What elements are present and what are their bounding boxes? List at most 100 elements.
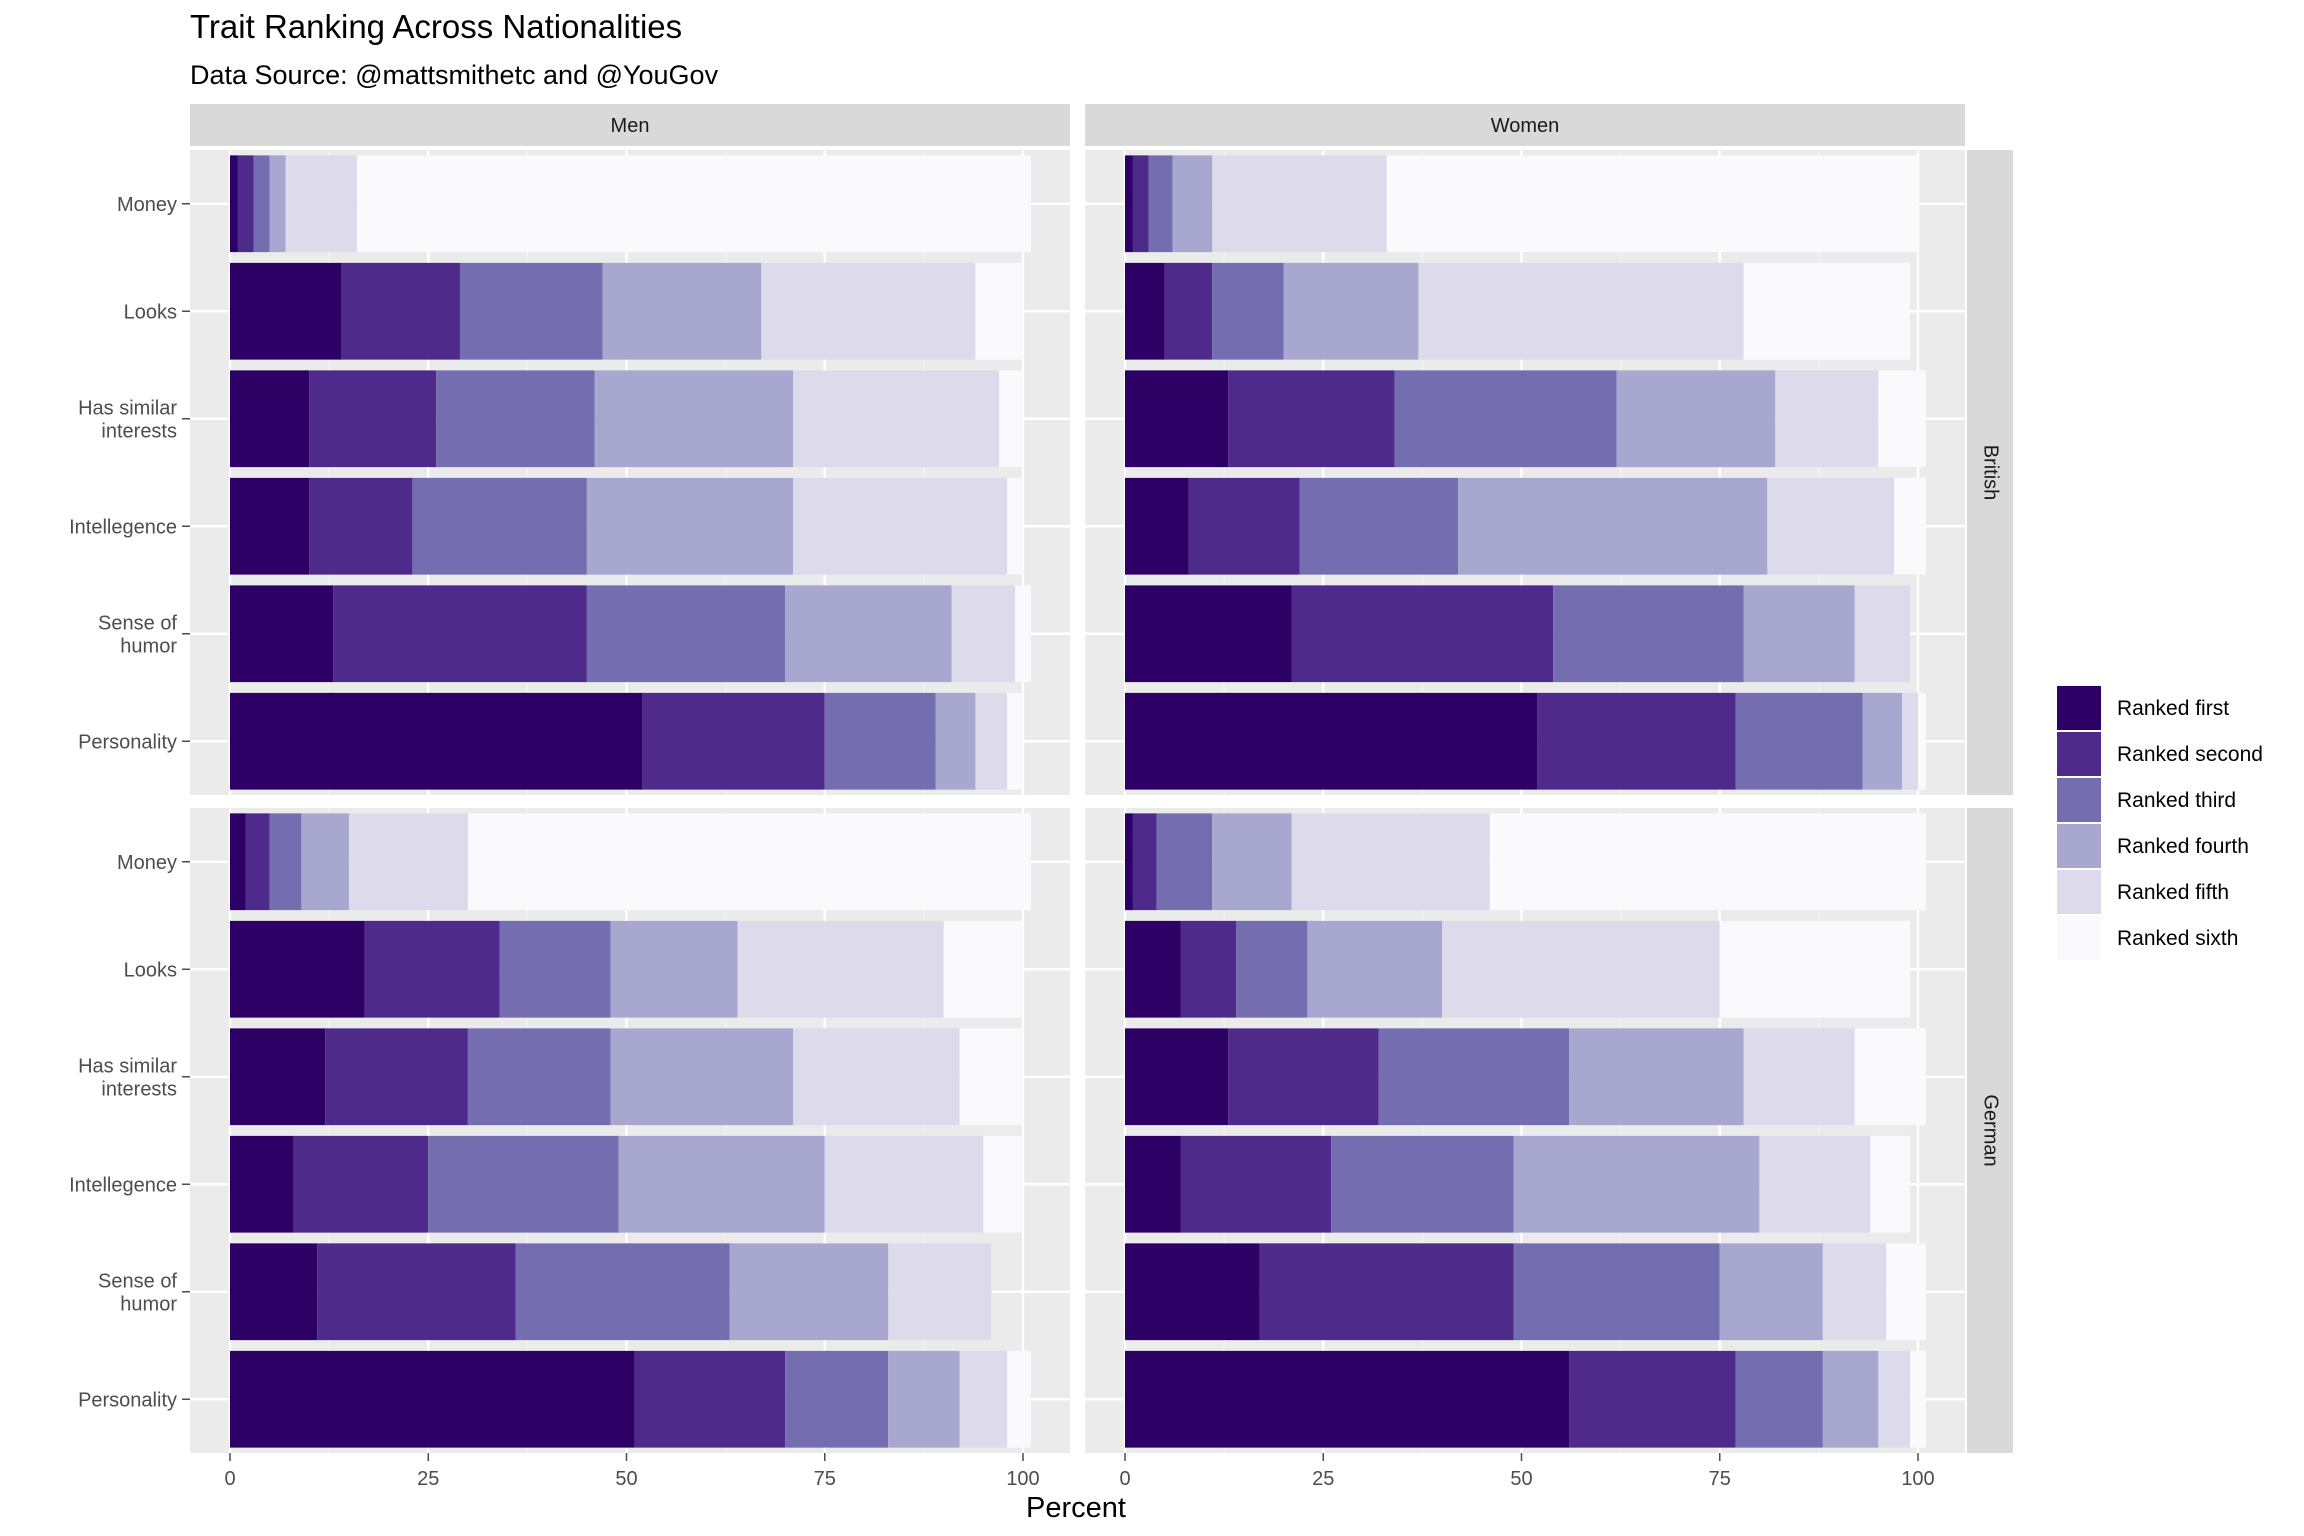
y-tick-label: Money [117, 194, 177, 216]
bar-money-ranked-second [245, 813, 270, 911]
bar-looks-ranked-fifth [1418, 262, 1744, 360]
bar-personality-ranked-sixth [1910, 1350, 1926, 1448]
bar-looks-ranked-second [1180, 920, 1237, 1018]
bar-intellegence-ranked-third [1331, 1135, 1514, 1233]
legend-swatch-ranked-second [2057, 732, 2101, 776]
bar-looks-ranked-second [341, 262, 460, 360]
legend: Ranked first Ranked second Ranked third Ran… [2057, 686, 2263, 960]
bar-has-similar-interests-ranked-sixth [1878, 370, 1926, 468]
bar-personality-ranked-first [230, 1350, 635, 1448]
facet-label-british: British [1980, 445, 2002, 501]
x-tick-label: 100 [1901, 1468, 1934, 1490]
legend-swatch-ranked-first [2057, 686, 2101, 730]
bar-intellegence-ranked-third [1299, 477, 1459, 575]
x-tick-label: 50 [1510, 1468, 1532, 1490]
bar-personality-ranked-second [642, 692, 825, 790]
bar-sense-of-humor-ranked-fifth [888, 1243, 992, 1341]
bar-money-ranked-second [237, 155, 254, 253]
bar-has-similar-interests-ranked-first [1125, 370, 1229, 468]
bar-intellegence-ranked-fourth [1458, 477, 1768, 575]
facet-label-women: Women [1491, 115, 1560, 137]
legend-label-ranked-first: Ranked first [2117, 697, 2229, 720]
facet-strip-women [1085, 104, 1965, 146]
y-tick-label: Sense of humor [98, 1270, 177, 1315]
bar-sense-of-humor-ranked-fourth [729, 1243, 889, 1341]
bar-personality-ranked-fifth [1878, 1350, 1911, 1448]
bar-sense-of-humor-ranked-second [1259, 1243, 1514, 1341]
bar-looks-ranked-fifth [761, 262, 976, 360]
panel-german-men [190, 808, 1070, 1453]
bar-has-similar-interests-ranked-second [1228, 370, 1395, 468]
legend-swatch-ranked-sixth [2057, 916, 2101, 960]
bar-has-similar-interests-ranked-fifth [1775, 370, 1879, 468]
bar-money-ranked-fifth [348, 813, 468, 911]
bar-money-ranked-first [230, 813, 246, 911]
y-tick-label: Looks [124, 959, 177, 981]
bar-sense-of-humor-ranked-fourth [1743, 585, 1855, 683]
legend-swatch-ranked-fifth [2057, 870, 2101, 914]
bar-has-similar-interests-ranked-first [230, 370, 310, 468]
bar-has-similar-interests-ranked-fourth [594, 370, 794, 468]
bar-personality-ranked-second [1569, 1350, 1736, 1448]
bar-intellegence-ranked-third [412, 477, 587, 575]
bar-looks-ranked-second [364, 920, 500, 1018]
y-tick-label: Personality [78, 1389, 177, 1411]
legend-swatch-ranked-third [2057, 778, 2101, 822]
bar-money-ranked-fourth [269, 155, 286, 253]
bar-intellegence-ranked-sixth [1894, 477, 1926, 575]
bar-has-similar-interests-ranked-fourth [1616, 370, 1776, 468]
bar-personality-ranked-second [1537, 692, 1736, 790]
bar-money-ranked-fifth [285, 155, 357, 253]
bar-has-similar-interests-ranked-sixth [999, 370, 1023, 468]
y-tick-label: Sense of humor [98, 612, 177, 657]
bar-looks-ranked-sixth [975, 262, 1023, 360]
bar-has-similar-interests-ranked-third [1394, 370, 1617, 468]
bar-personality-ranked-third [785, 1350, 889, 1448]
bar-intellegence-ranked-fourth [1513, 1135, 1760, 1233]
bar-money-ranked-sixth [356, 155, 1031, 253]
x-axis-ticks: 0 25 50 75 100 0 25 50 75 100 [224, 1453, 1935, 1490]
bar-looks-ranked-fifth [737, 920, 944, 1018]
bar-sense-of-humor-ranked-second [1291, 585, 1554, 683]
y-tick-label: Has similar interests [78, 1055, 177, 1100]
bar-money-ranked-fourth [1212, 813, 1292, 911]
bar-personality-ranked-fifth [975, 692, 1008, 790]
bar-has-similar-interests-ranked-fifth [1743, 1028, 1855, 1126]
bar-intellegence-ranked-fifth [1767, 477, 1895, 575]
y-tick-label: Has similar interests [78, 397, 177, 442]
bar-personality-ranked-sixth [1007, 1350, 1031, 1448]
bar-looks-ranked-first [1125, 262, 1165, 360]
facet-strip-men [190, 104, 1070, 146]
bar-looks-ranked-fourth [602, 262, 762, 360]
bar-has-similar-interests-ranked-first [1125, 1028, 1229, 1126]
y-axis-labels: Money Looks Has similar interests Intellegen… [69, 194, 190, 1411]
bar-money-ranked-first [230, 155, 238, 253]
x-tick-label: 0 [1119, 1468, 1130, 1490]
bar-personality-ranked-sixth [1007, 692, 1023, 790]
bar-intellegence-ranked-sixth [1007, 477, 1023, 575]
bar-personality-ranked-first [1125, 692, 1538, 790]
bar-has-similar-interests-ranked-second [325, 1028, 468, 1126]
bar-looks-ranked-sixth [943, 920, 1023, 1018]
bar-intellegence-ranked-fifth [793, 477, 1008, 575]
bar-personality-ranked-fifth [959, 1350, 1008, 1448]
bar-has-similar-interests-ranked-second [309, 370, 437, 468]
bar-looks-ranked-first [230, 920, 365, 1018]
bar-intellegence-ranked-first [230, 1135, 294, 1233]
bar-looks-ranked-sixth [1719, 920, 1911, 1018]
bar-personality-ranked-first [230, 692, 643, 790]
bar-sense-of-humor-ranked-first [1125, 1243, 1260, 1341]
bar-intellegence-ranked-fourth [586, 477, 794, 575]
bar-has-similar-interests-ranked-third [1378, 1028, 1570, 1126]
facet-strip-british [1967, 150, 2013, 795]
bar-intellegence-ranked-sixth [983, 1135, 1023, 1233]
bar-personality-ranked-third [1735, 1350, 1823, 1448]
bar-intellegence-ranked-second [1188, 477, 1300, 575]
legend-label-ranked-third: Ranked third [2117, 789, 2236, 812]
bar-intellegence-ranked-first [1125, 477, 1189, 575]
y-tick-label: Money [117, 852, 177, 874]
bar-intellegence-ranked-second [293, 1135, 429, 1233]
y-tick-label: Intellegence [69, 516, 177, 538]
bar-has-similar-interests-ranked-third [436, 370, 595, 468]
